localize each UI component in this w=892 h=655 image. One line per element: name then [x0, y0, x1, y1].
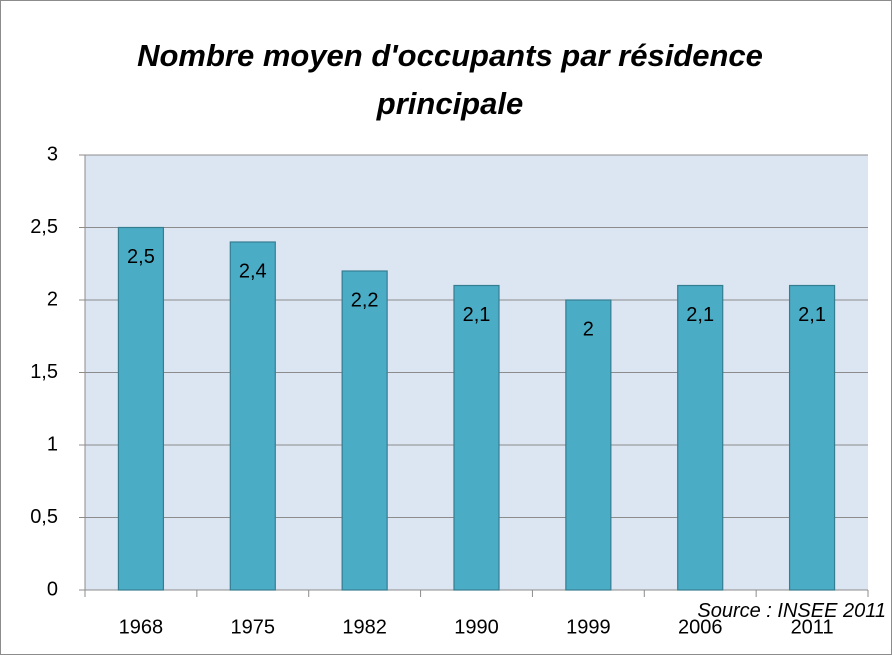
x-tick-label: 2006 — [678, 616, 723, 638]
bar — [117, 226, 165, 591]
value-label: 2,1 — [686, 304, 714, 326]
y-tick-label: 2 — [47, 288, 58, 310]
chart-title: Nombre moyen d'occupants par résidence p… — [137, 38, 763, 121]
x-tick-label: 1982 — [342, 616, 387, 638]
bar — [788, 284, 836, 591]
y-tick-label: 1 — [47, 433, 58, 455]
x-tick-label: 1990 — [454, 616, 499, 638]
x-tick-label: 1975 — [231, 616, 276, 638]
value-label: 2,5 — [127, 246, 155, 268]
value-label: 2,4 — [239, 260, 267, 282]
bar — [341, 270, 388, 591]
y-tick-label: 0,5 — [30, 506, 58, 528]
y-tick-label: 3 — [47, 143, 58, 165]
value-label: 2 — [583, 318, 594, 340]
source-annotation: Source : INSEE 2011 — [697, 600, 886, 622]
value-label: 2,1 — [463, 304, 491, 326]
bar — [453, 284, 500, 591]
bar — [677, 284, 724, 591]
x-tick-label: 2011 — [791, 616, 834, 638]
value-label: 2,2 — [351, 289, 379, 311]
y-tick-label: 2,5 — [30, 216, 58, 238]
value-label: 2,1 — [798, 304, 826, 326]
x-tick-label: 1968 — [119, 616, 164, 638]
x-tick-label: 1999 — [566, 616, 611, 638]
bar — [229, 241, 276, 591]
y-tick-label: 0 — [47, 578, 58, 600]
bar — [565, 299, 612, 591]
y-tick-label: 1,5 — [30, 361, 58, 383]
